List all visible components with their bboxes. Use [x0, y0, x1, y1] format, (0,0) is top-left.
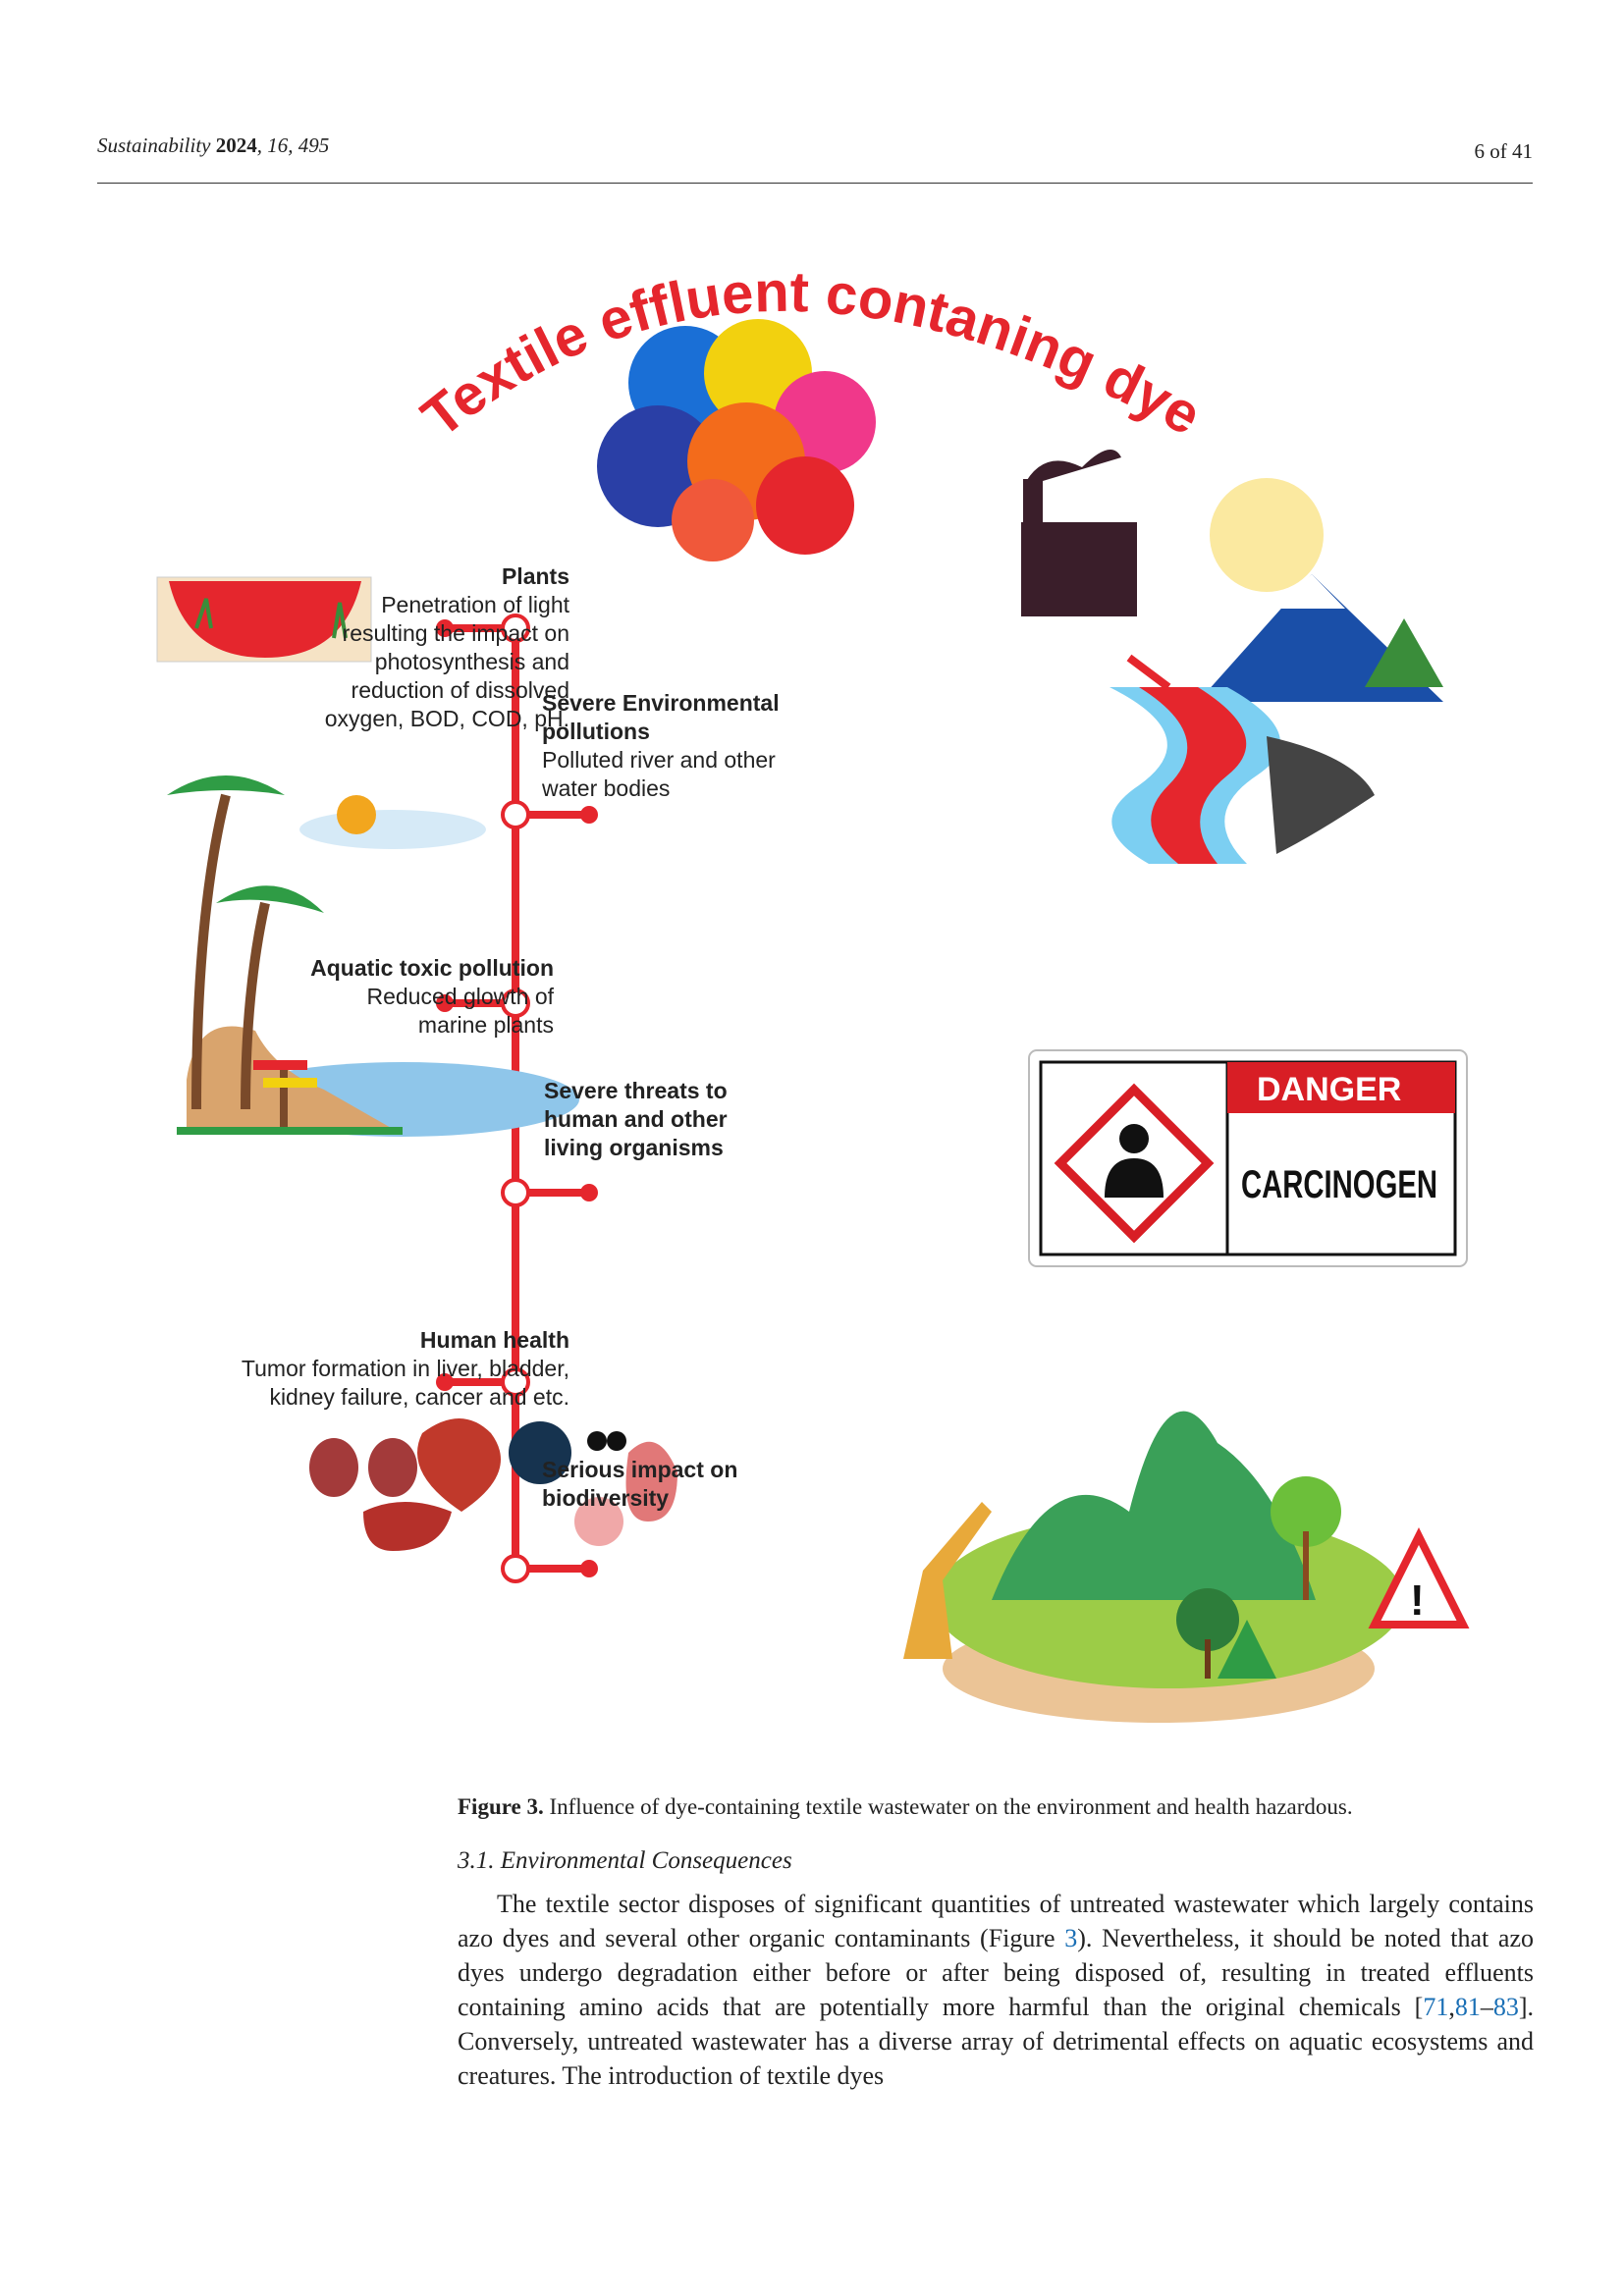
figure-graphic: Textile effluent contaning dyes [137, 226, 1470, 1723]
para-part-3: ]. Conversely, untreated wastewater has … [458, 1993, 1534, 2090]
timeline-end-dots [436, 619, 598, 1577]
aquatic-line-1: Reduced glowth of [366, 984, 554, 1009]
danger-label: DANGER [1257, 1071, 1401, 1108]
figure-ref-link[interactable]: 3 [1064, 1924, 1078, 1952]
threats-title-1: Severe threats to [544, 1078, 728, 1103]
running-header: Sustainability 2024, 16, 495 6 of 41 [97, 133, 1533, 184]
figure-caption: Figure 3. Influence of dye-containing te… [458, 1794, 1534, 1820]
timeline-nodes [501, 614, 530, 1583]
para-part-1: The textile sector disposes of significa… [458, 1890, 1534, 1952]
organs-illustration [309, 1418, 677, 1551]
aquatic-label: Aquatic toxic pollution Reduced glowth o… [275, 954, 554, 1040]
environment-title-1: Severe Environmental [542, 690, 780, 716]
human-line-2: kidney failure, cancer and etc. [269, 1384, 569, 1410]
environment-line-2: water bodies [542, 775, 671, 801]
aquarium-illustration [156, 576, 372, 663]
aquatic-title: Aquatic toxic pollution [310, 955, 554, 981]
human-title: Human health [419, 1327, 569, 1353]
citation-sep-2: – [1480, 1993, 1493, 2021]
dye-powder-illustration [597, 319, 876, 561]
environment-line-1: Polluted river and other [542, 747, 776, 773]
threats-title-3: living organisms [544, 1135, 724, 1160]
plants-line-5: oxygen, BOD, COD, pH. [324, 706, 569, 731]
citation-link-71[interactable]: 71 [1423, 1993, 1449, 2021]
section-heading: 3.1. Environmental Consequences [458, 1847, 792, 1874]
journal-volume: 16 [267, 133, 289, 157]
plants-line-1: Penetration of light [381, 592, 569, 617]
journal-year: 2024 [215, 133, 257, 157]
caption-text: Influence of dye-containing textile wast… [543, 1794, 1353, 1819]
human-health-label: Human health Tumor formation in liver, b… [196, 1326, 569, 1412]
carcinogen-label: CARCINOGEN [1241, 1163, 1437, 1206]
page-number: 6 of 41 [1474, 139, 1534, 163]
plants-line-4: reduction of dissolved [351, 677, 569, 703]
citation-link-81[interactable]: 81 [1454, 1993, 1481, 2021]
biodiversity-label: Serious impact on biodiversity [542, 1456, 797, 1513]
plants-label: Plants Penetration of light resulting th… [285, 562, 569, 733]
citation-link-83[interactable]: 83 [1492, 1993, 1519, 2021]
plants-line-3: photosynthesis and [374, 649, 569, 674]
citation-sep-1: , [1448, 1993, 1455, 2021]
threats-label: Severe threats to human and other living… [544, 1077, 789, 1162]
human-line-1: Tumor formation in liver, bladder, [241, 1356, 569, 1381]
danger-carcinogen-sign [1028, 1049, 1468, 1267]
journal-citation: Sustainability 2024, 16, 495 [97, 133, 330, 157]
aquatic-line-2: marine plants [417, 1012, 554, 1038]
body-paragraph: The textile sector disposes of significa… [458, 1887, 1534, 2093]
environment-title-2: pollutions [542, 719, 650, 744]
plants-line-2: resulting the impact on [342, 620, 569, 646]
biodiversity-title-2: biodiversity [542, 1485, 670, 1511]
para-part-2: ). Nevertheless, it should be noted that… [458, 1924, 1534, 2021]
biodiversity-title-1: Serious impact on [542, 1457, 738, 1482]
figure-3: Textile effluent contaning dyes [137, 226, 1492, 1777]
aquatic-illustration [167, 775, 579, 1137]
polluted-river-illustration [1021, 450, 1443, 864]
journal-name: Sustainability [97, 133, 211, 157]
caption-label: Figure 3. [458, 1794, 544, 1819]
article-number: 495 [298, 133, 330, 157]
environment-label: Severe Environmental pollutions Polluted… [542, 689, 837, 803]
plants-title: Plants [501, 563, 569, 589]
svg-text:!: ! [1410, 1576, 1425, 1625]
biodiversity-illustration: ! [903, 1411, 1470, 1723]
threats-title-2: human and other [544, 1106, 728, 1132]
